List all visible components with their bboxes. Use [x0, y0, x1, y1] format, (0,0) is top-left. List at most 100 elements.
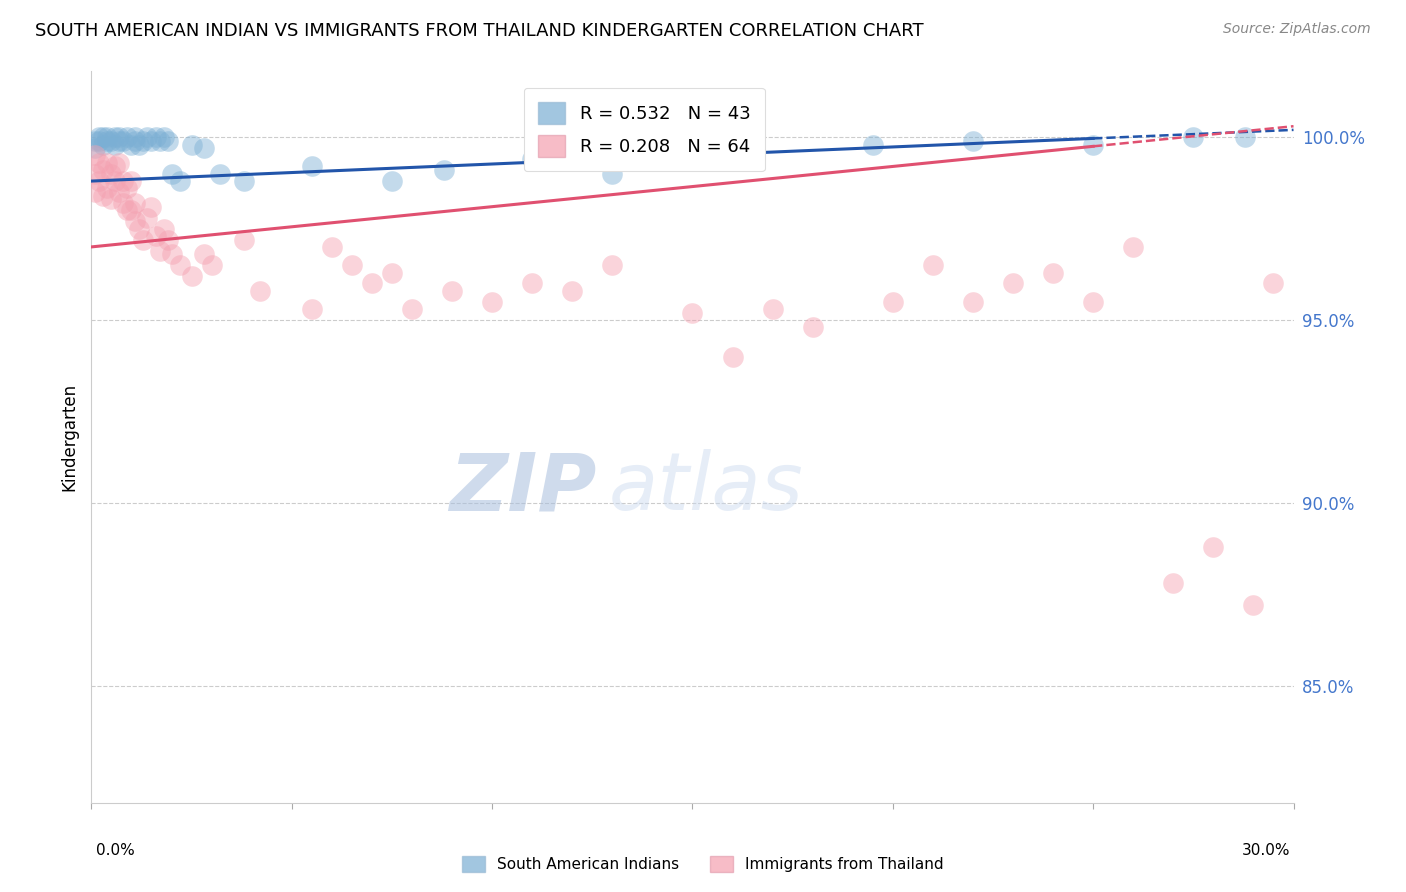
Point: [301, 302, 323, 317]
Point: [1083, 137, 1105, 152]
Point: [1042, 266, 1064, 280]
Point: [100, 134, 122, 148]
Point: [100, 193, 122, 207]
Point: [193, 247, 215, 261]
Point: [160, 247, 183, 261]
Point: [100, 167, 122, 181]
Point: [112, 196, 135, 211]
Point: [89, 155, 111, 169]
Point: [681, 306, 703, 320]
Point: [104, 160, 127, 174]
Point: [117, 130, 139, 145]
Text: SOUTH AMERICAN INDIAN VS IMMIGRANTS FROM THAILAND KINDERGARTEN CORRELATION CHART: SOUTH AMERICAN INDIAN VS IMMIGRANTS FROM…: [35, 22, 924, 40]
Point: [96, 155, 118, 169]
Point: [249, 284, 271, 298]
Point: [89, 134, 111, 148]
Point: [321, 240, 343, 254]
Point: [1202, 540, 1225, 554]
Point: [104, 174, 127, 188]
Point: [862, 137, 884, 152]
Point: [124, 196, 146, 211]
Point: [141, 134, 163, 148]
Point: [89, 130, 111, 145]
Point: [721, 141, 744, 155]
Point: [117, 181, 139, 195]
Point: [84, 134, 107, 148]
Point: [1122, 240, 1144, 254]
Point: [561, 284, 583, 298]
Point: [124, 130, 146, 145]
Point: [145, 130, 167, 145]
Point: [156, 233, 179, 247]
Point: [160, 167, 183, 181]
Point: [762, 302, 785, 317]
Point: [1001, 277, 1024, 291]
Y-axis label: Kindergarten: Kindergarten: [60, 383, 79, 491]
Point: [121, 137, 143, 152]
Point: [922, 258, 945, 272]
Point: [84, 141, 107, 155]
Point: [208, 167, 231, 181]
Point: [169, 258, 191, 272]
Point: [112, 174, 135, 188]
Point: [136, 130, 159, 145]
Point: [180, 137, 202, 152]
Point: [152, 130, 174, 145]
Text: Source: ZipAtlas.com: Source: ZipAtlas.com: [1223, 22, 1371, 37]
Point: [96, 181, 118, 195]
Point: [104, 137, 127, 152]
Point: [108, 155, 131, 169]
Point: [962, 294, 984, 309]
Text: ZIP: ZIP: [449, 450, 596, 527]
Point: [108, 130, 131, 145]
Point: [1163, 576, 1185, 591]
Point: [1182, 130, 1205, 145]
Point: [117, 203, 139, 218]
Point: [522, 277, 544, 291]
Point: [104, 130, 127, 145]
Text: atlas: atlas: [609, 450, 803, 527]
Point: [721, 350, 744, 364]
Point: [132, 233, 155, 247]
Point: [93, 163, 115, 178]
Point: [201, 258, 224, 272]
Point: [1234, 130, 1257, 145]
Point: [108, 185, 131, 199]
Point: [93, 137, 115, 152]
Point: [128, 221, 150, 235]
Point: [602, 258, 624, 272]
Point: [108, 134, 131, 148]
Point: [84, 148, 107, 162]
Point: [340, 258, 363, 272]
Point: [96, 130, 118, 145]
Point: [440, 284, 463, 298]
Point: [89, 174, 111, 188]
Point: [148, 244, 170, 258]
Point: [232, 174, 254, 188]
Point: [433, 163, 456, 178]
Point: [381, 266, 404, 280]
Point: [128, 137, 150, 152]
Point: [481, 294, 503, 309]
Point: [180, 269, 202, 284]
Point: [381, 174, 404, 188]
Legend: South American Indians, Immigrants from Thailand: South American Indians, Immigrants from …: [454, 848, 952, 880]
Text: 30.0%: 30.0%: [1243, 843, 1291, 858]
Point: [193, 141, 215, 155]
Point: [148, 134, 170, 148]
Point: [84, 185, 107, 199]
Point: [801, 320, 824, 334]
Point: [169, 174, 191, 188]
Point: [962, 134, 984, 148]
Point: [401, 302, 423, 317]
Point: [132, 134, 155, 148]
Point: [96, 134, 118, 148]
Point: [84, 167, 107, 181]
Point: [152, 221, 174, 235]
Point: [145, 229, 167, 244]
Point: [141, 200, 163, 214]
Point: [1263, 277, 1285, 291]
Legend: R = 0.532   N = 43, R = 0.208   N = 64: R = 0.532 N = 43, R = 0.208 N = 64: [524, 87, 765, 171]
Point: [121, 203, 143, 218]
Point: [121, 174, 143, 188]
